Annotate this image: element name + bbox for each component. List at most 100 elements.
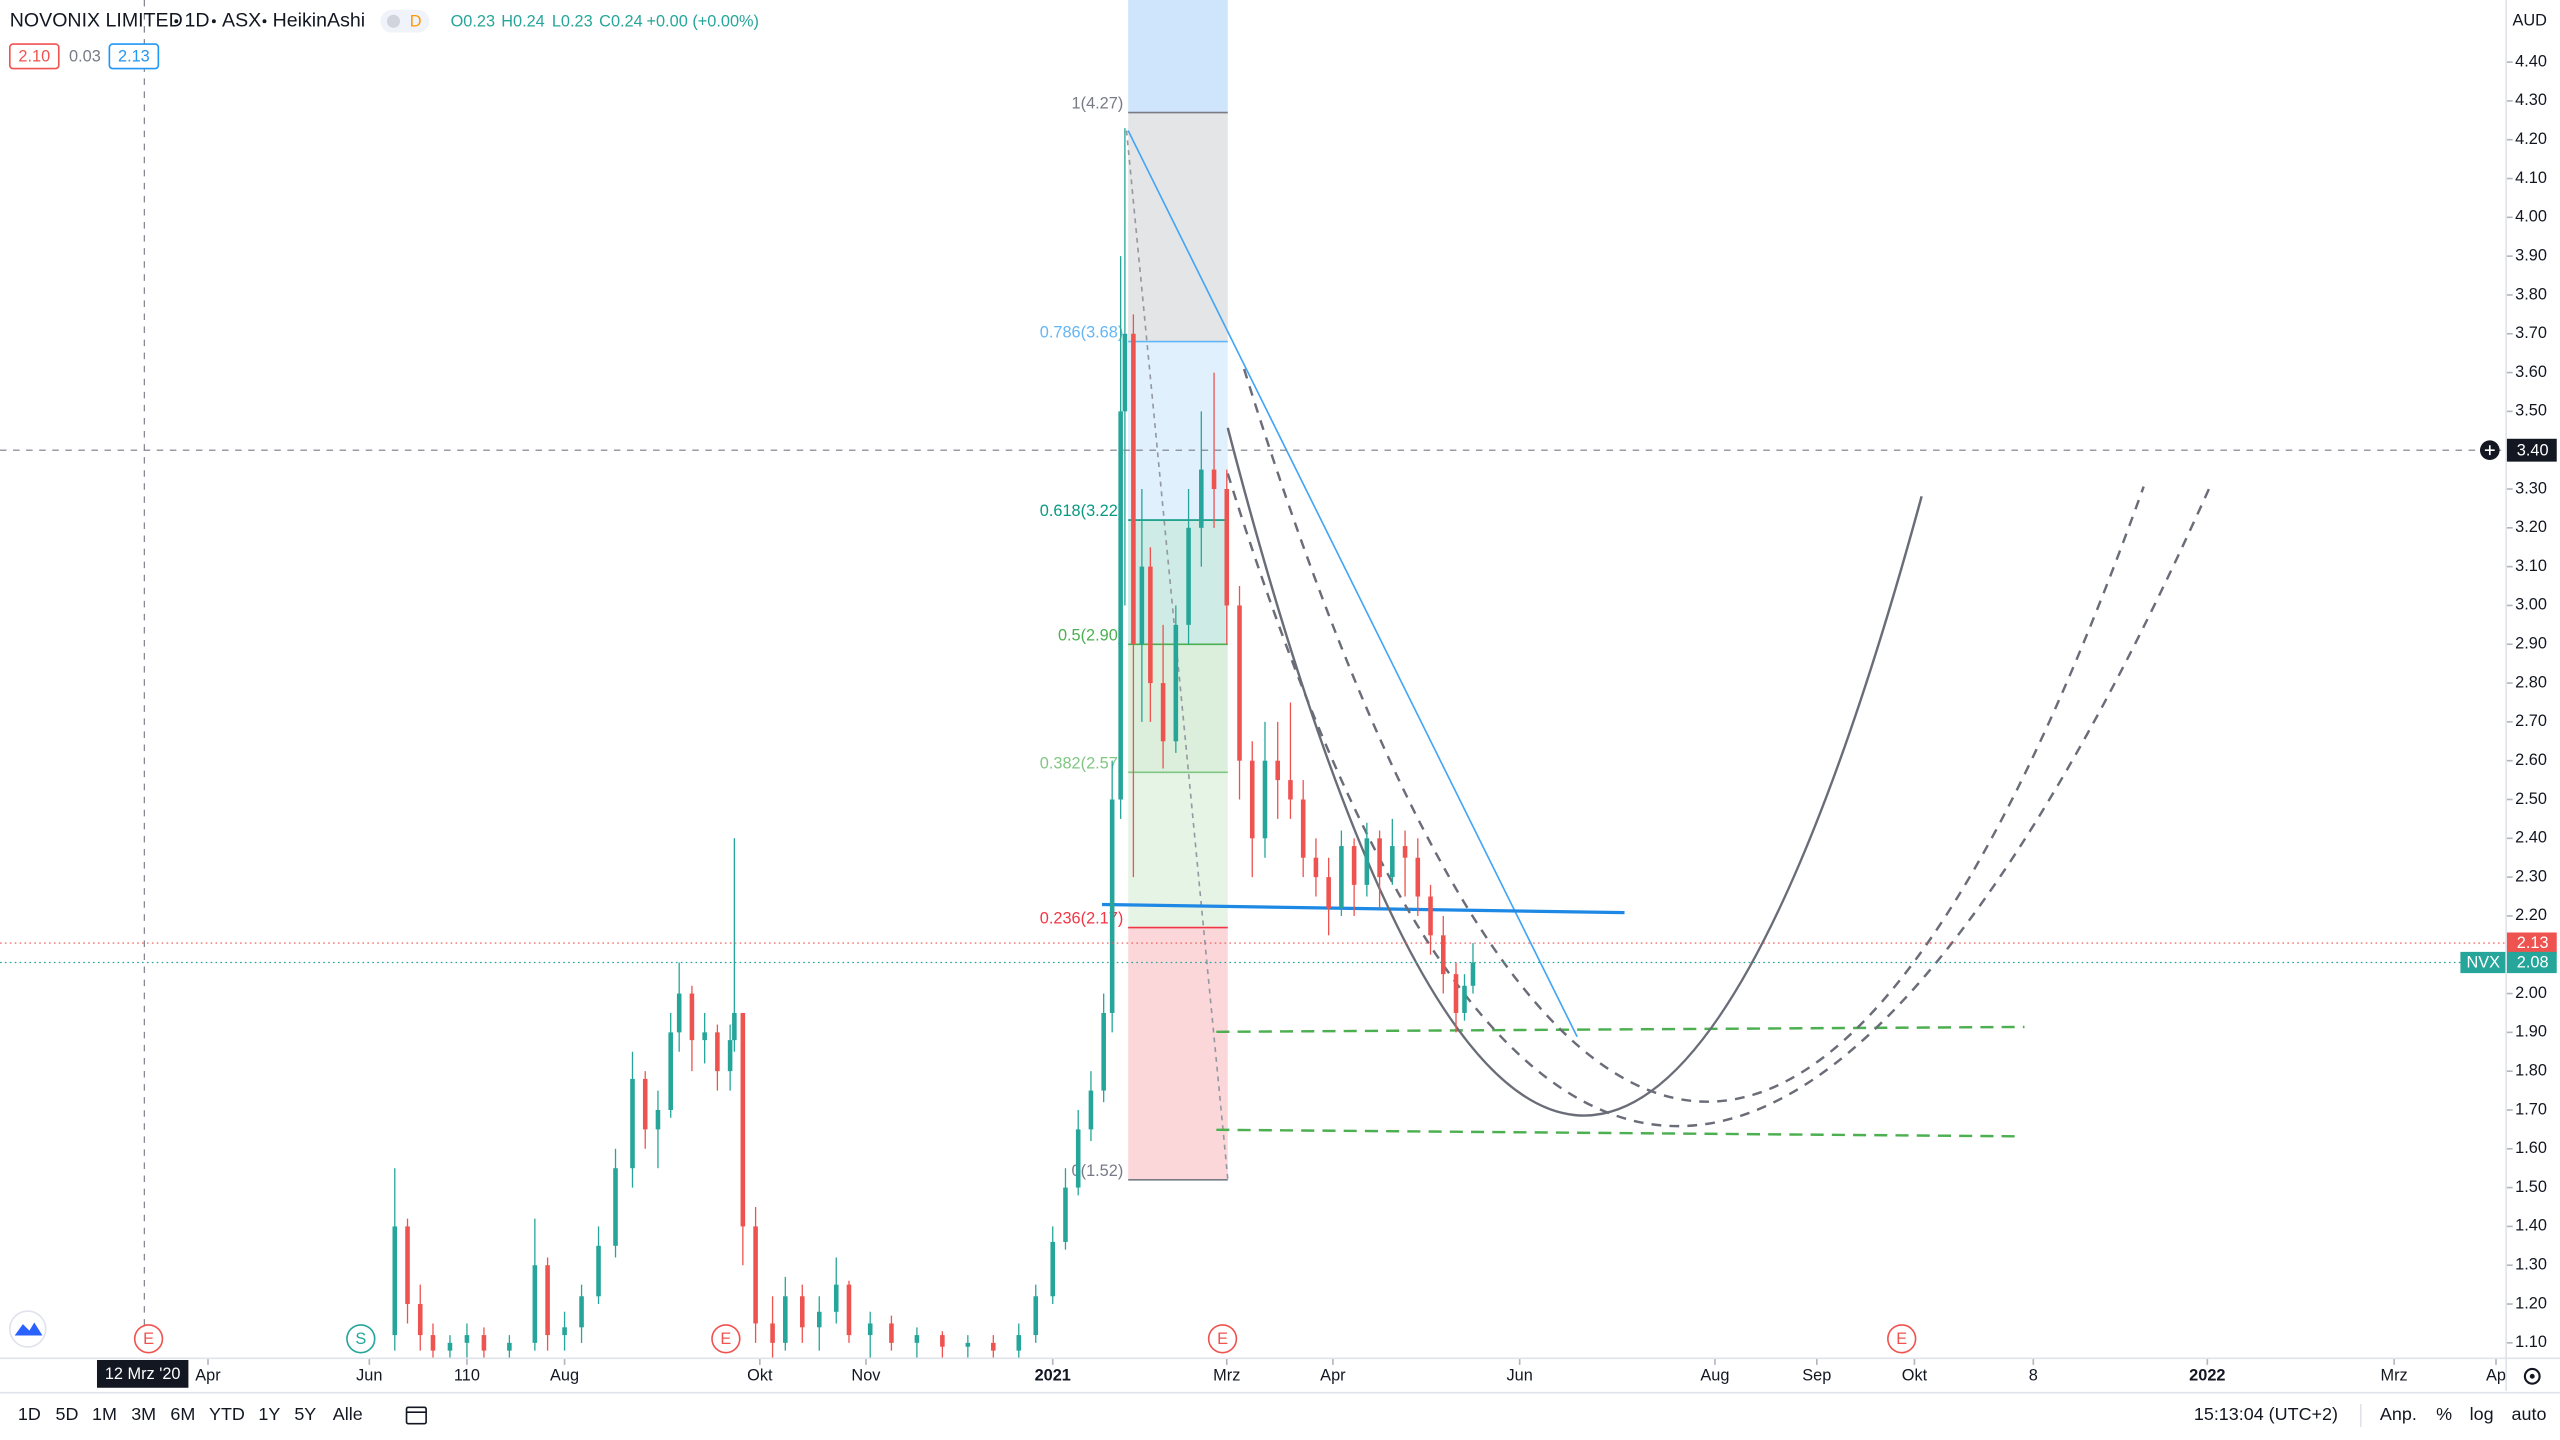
x-tick-label: Mrz (1213, 1367, 1240, 1385)
candle-body (1160, 683, 1166, 742)
x-tick-label: 8 (2029, 1367, 2038, 1385)
crosshair-date: 12 Mrz '20 (105, 1365, 181, 1383)
ohlc-close: C0.24 (599, 12, 643, 30)
support-line[interactable] (1216, 1128, 2018, 1138)
candle-body (1186, 527, 1191, 625)
candle-body (1131, 333, 1136, 645)
cup-curve-dashed[interactable] (1226, 473, 2214, 1128)
event-marker[interactable] (1207, 1324, 1238, 1354)
scale-option[interactable]: log (2470, 1404, 2494, 1424)
candle-body (702, 1032, 707, 1041)
y-tick-label: 2.50 (2515, 790, 2547, 808)
range-button[interactable]: 1Y (258, 1404, 280, 1424)
ohlc-low: L0.23 (552, 12, 593, 30)
currency[interactable]: AUD (2512, 12, 2546, 30)
candle-body (1122, 333, 1128, 412)
candle-body (1462, 985, 1467, 1013)
calendar-icon[interactable] (405, 1406, 427, 1425)
x-tick-label: Aug (1700, 1367, 1729, 1385)
bottom-toolbar: 1D 5D 1M 3M 6M YTD 1Y 5Y Alle 15:13:04 (UTC+2) Anp… (18, 1404, 2547, 1427)
candle-body (464, 1335, 470, 1343)
y-tick-label: 1.70 (2515, 1100, 2547, 1118)
cup-curve-dashed[interactable] (1242, 368, 2145, 1103)
event-marker[interactable] (133, 1324, 164, 1354)
candle-body (783, 1296, 788, 1343)
support-line[interactable] (1216, 1025, 2025, 1034)
interval[interactable]: 1D (184, 9, 209, 31)
candle-body (1016, 1335, 1022, 1351)
candle-body (1224, 489, 1230, 606)
scale-option[interactable]: Anp. (2380, 1404, 2417, 1424)
y-tick-label: 2.30 (2515, 867, 2547, 885)
candle-body (1313, 857, 1319, 878)
fib-zone (1128, 112, 1228, 342)
x-tick-label: Jun (1507, 1367, 1533, 1385)
chart-style[interactable]: HeikinAshi (273, 9, 366, 31)
exchange: ASX (222, 9, 261, 31)
candle-body (655, 1109, 661, 1130)
overlay: 4.40 4.30 4.20 4.10 4.00 3.90 3.80 3.70 3.60 3.50… (0, 0, 2557, 1388)
y-tick-label: 4.20 (2515, 130, 2547, 148)
candle-body (800, 1296, 805, 1328)
event-marker[interactable] (1887, 1324, 1917, 1354)
price-label-box (2506, 951, 2557, 974)
y-tick-label: 3.80 (2515, 285, 2547, 303)
candle-body (430, 1335, 436, 1351)
range-button[interactable]: 6M (170, 1404, 195, 1424)
candle-body (1402, 846, 1408, 858)
calendar-button[interactable] (405, 1406, 427, 1425)
candle-body (1377, 838, 1382, 878)
candle-body (447, 1342, 453, 1351)
ask-box[interactable] (108, 43, 160, 70)
range-button[interactable]: 5D (55, 1404, 78, 1424)
logo-circle[interactable] (8, 1310, 47, 1348)
event-marker[interactable] (346, 1324, 376, 1354)
scale-option[interactable]: auto (2512, 1404, 2547, 1424)
candle-body (642, 1078, 648, 1130)
candle-body (1262, 760, 1268, 839)
candle-body (532, 1265, 538, 1343)
y-tick-label: 1.40 (2515, 1217, 2547, 1235)
candle-body (753, 1226, 758, 1324)
settings-button[interactable] (2523, 1367, 2541, 1385)
candle-body (676, 993, 682, 1033)
event-label: E (720, 1330, 731, 1348)
separator (211, 19, 216, 24)
range-button[interactable]: 1D (18, 1404, 41, 1424)
y-tick-label: 4.40 (2515, 52, 2547, 70)
fib-retracement[interactable]: 1(4.27) 0.786(3.68) 0.618(3.22) 0.5(2.90) 0.… (1040, 0, 1228, 1181)
trendline[interactable] (1127, 130, 1578, 1038)
candle-body (1428, 896, 1433, 936)
candle-body (846, 1284, 852, 1336)
y-tick-label: 4.00 (2515, 208, 2547, 226)
symbol[interactable]: NOVONIX LIMITED (10, 9, 183, 31)
candle-body (740, 1012, 746, 1227)
range-button[interactable]: Alle (333, 1404, 363, 1424)
candles (392, 128, 1476, 1359)
candle-body (1088, 1090, 1094, 1130)
y-tick-label: 2.00 (2515, 984, 2547, 1002)
candle-body (1148, 566, 1153, 684)
tradingview-logo[interactable] (8, 1310, 47, 1348)
x-tick-label: Jun (356, 1367, 382, 1385)
range-button[interactable]: 5Y (294, 1404, 316, 1424)
candle-body (991, 1342, 996, 1351)
cup-curve[interactable] (1226, 427, 1923, 1117)
y-tick-label: 3.70 (2515, 324, 2547, 342)
settings-icon[interactable] (2523, 1367, 2541, 1385)
scale-option[interactable]: % (2436, 1404, 2452, 1424)
x-tick-label: Apr (1320, 1367, 1346, 1385)
bid-box[interactable] (8, 43, 60, 70)
candle-body (770, 1323, 775, 1343)
range-button[interactable]: 3M (131, 1404, 156, 1424)
event-marker[interactable] (711, 1324, 741, 1354)
horizontal-trendline[interactable] (1102, 902, 1625, 915)
candle-body (689, 993, 695, 1041)
y-tick-label: 2.20 (2515, 906, 2547, 924)
ask[interactable]: 2.13 (118, 47, 150, 65)
range-button[interactable]: YTD (209, 1404, 245, 1424)
candle-body (1390, 846, 1395, 878)
candle-body (1063, 1187, 1068, 1242)
bid[interactable]: 2.10 (18, 47, 50, 65)
range-button[interactable]: 1M (92, 1404, 117, 1424)
